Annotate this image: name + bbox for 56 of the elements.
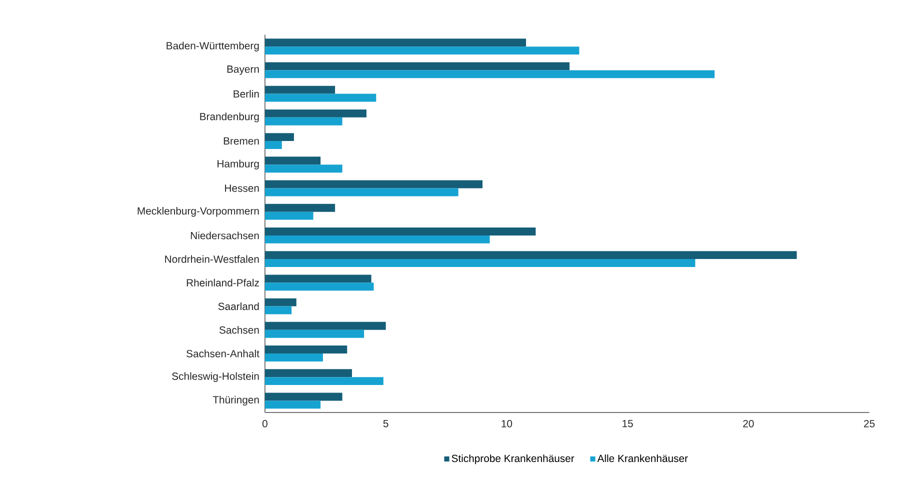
x-tick-label: 5	[383, 420, 388, 428]
y-tick-label: Mecklenburg-Vorpommern	[138, 207, 259, 217]
bar	[264, 70, 715, 78]
bar	[264, 46, 580, 55]
bar	[264, 212, 314, 220]
y-tick-label: Bayern	[227, 66, 259, 75]
bar	[264, 141, 282, 149]
y-tick-label: Nordrhein-Westfalen	[165, 255, 259, 263]
bar	[264, 306, 292, 314]
bar	[264, 117, 342, 126]
bar	[264, 109, 366, 118]
bar	[264, 156, 321, 165]
bar	[264, 204, 336, 212]
y-tick-label: Thüringen	[212, 396, 259, 406]
y-tick-label: Baden-Württemberg	[166, 42, 259, 52]
bar	[264, 86, 336, 94]
x-tick-label: 25	[864, 420, 875, 428]
y-tick-label: Berlin	[234, 90, 259, 98]
x-tick-label: 0	[262, 420, 268, 428]
y-tick-label: Bremen	[224, 137, 259, 145]
y-tick-label: Sachsen-Anhalt	[186, 350, 260, 358]
bar	[264, 180, 483, 188]
y-tick-label: Hamburg	[218, 160, 259, 170]
bar	[264, 369, 352, 378]
bar	[264, 346, 348, 354]
bar	[264, 353, 323, 362]
y-tick-label: Sachsen	[219, 326, 259, 334]
y-tick-label: Hessen	[225, 184, 259, 192]
bar	[264, 298, 296, 306]
bar	[264, 228, 536, 236]
y-tick-label: Brandenburg	[200, 112, 259, 122]
bar	[264, 377, 384, 386]
x-tick-label: 15	[622, 420, 633, 428]
bar	[264, 133, 294, 142]
legend-label: Stichprobe Krankenhäuser	[452, 454, 574, 464]
x-tick-label: 20	[743, 420, 754, 428]
y-tick-label: Niedersachsen	[190, 232, 259, 240]
bar	[264, 188, 458, 196]
bar	[264, 259, 696, 268]
bar	[264, 62, 570, 70]
bar	[264, 235, 490, 244]
bar	[264, 38, 526, 47]
bar	[264, 400, 321, 409]
x-tick-label: 10	[502, 420, 512, 428]
bar	[264, 251, 797, 260]
bar	[264, 274, 372, 283]
bar	[264, 392, 342, 401]
bar	[264, 322, 386, 330]
bar	[264, 282, 374, 291]
legend-label: Alle Krankenhäuser	[597, 454, 688, 462]
bar	[264, 330, 364, 338]
y-tick-label: Schleswig-Holstein	[172, 372, 259, 382]
bar	[264, 94, 376, 102]
bar	[264, 164, 342, 173]
y-tick-label: Rheinland-Pfalz	[186, 278, 259, 286]
y-tick-label: Saarland	[218, 302, 259, 310]
